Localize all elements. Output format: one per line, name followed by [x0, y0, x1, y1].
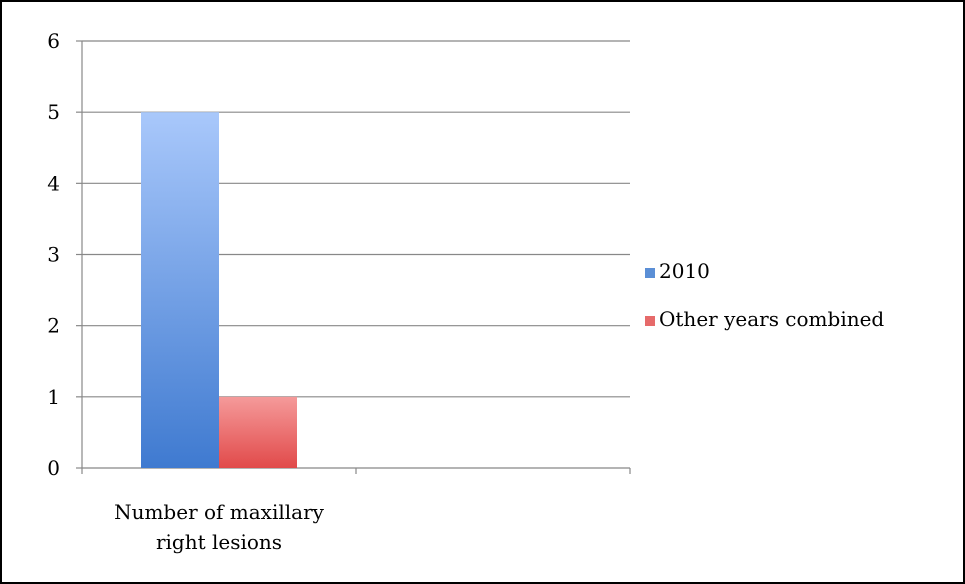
bars [141, 112, 297, 468]
legend-swatch [645, 268, 655, 278]
y-tick-label: 4 [47, 171, 60, 195]
legend: 2010 Other years combined [645, 259, 884, 331]
y-tick-label: 6 [47, 29, 60, 53]
bar-series-1 [141, 112, 219, 468]
y-tick-label: 2 [47, 314, 60, 338]
category-labels: Number of maxillary right lesions [114, 500, 325, 554]
y-tick-label: 3 [47, 243, 60, 267]
y-tick-labels: 0 1 2 3 4 5 6 [47, 29, 60, 480]
legend-swatch [645, 316, 655, 326]
y-tick-label: 0 [47, 456, 60, 480]
legend-label: 2010 [659, 259, 710, 283]
y-tick-label: 5 [47, 100, 60, 124]
y-tick-label: 1 [47, 385, 60, 409]
bar-series-2 [219, 397, 297, 468]
legend-label: Other years combined [659, 307, 884, 331]
x-category-label: Number of maxillary [114, 500, 325, 524]
x-category-label: right lesions [156, 530, 282, 554]
